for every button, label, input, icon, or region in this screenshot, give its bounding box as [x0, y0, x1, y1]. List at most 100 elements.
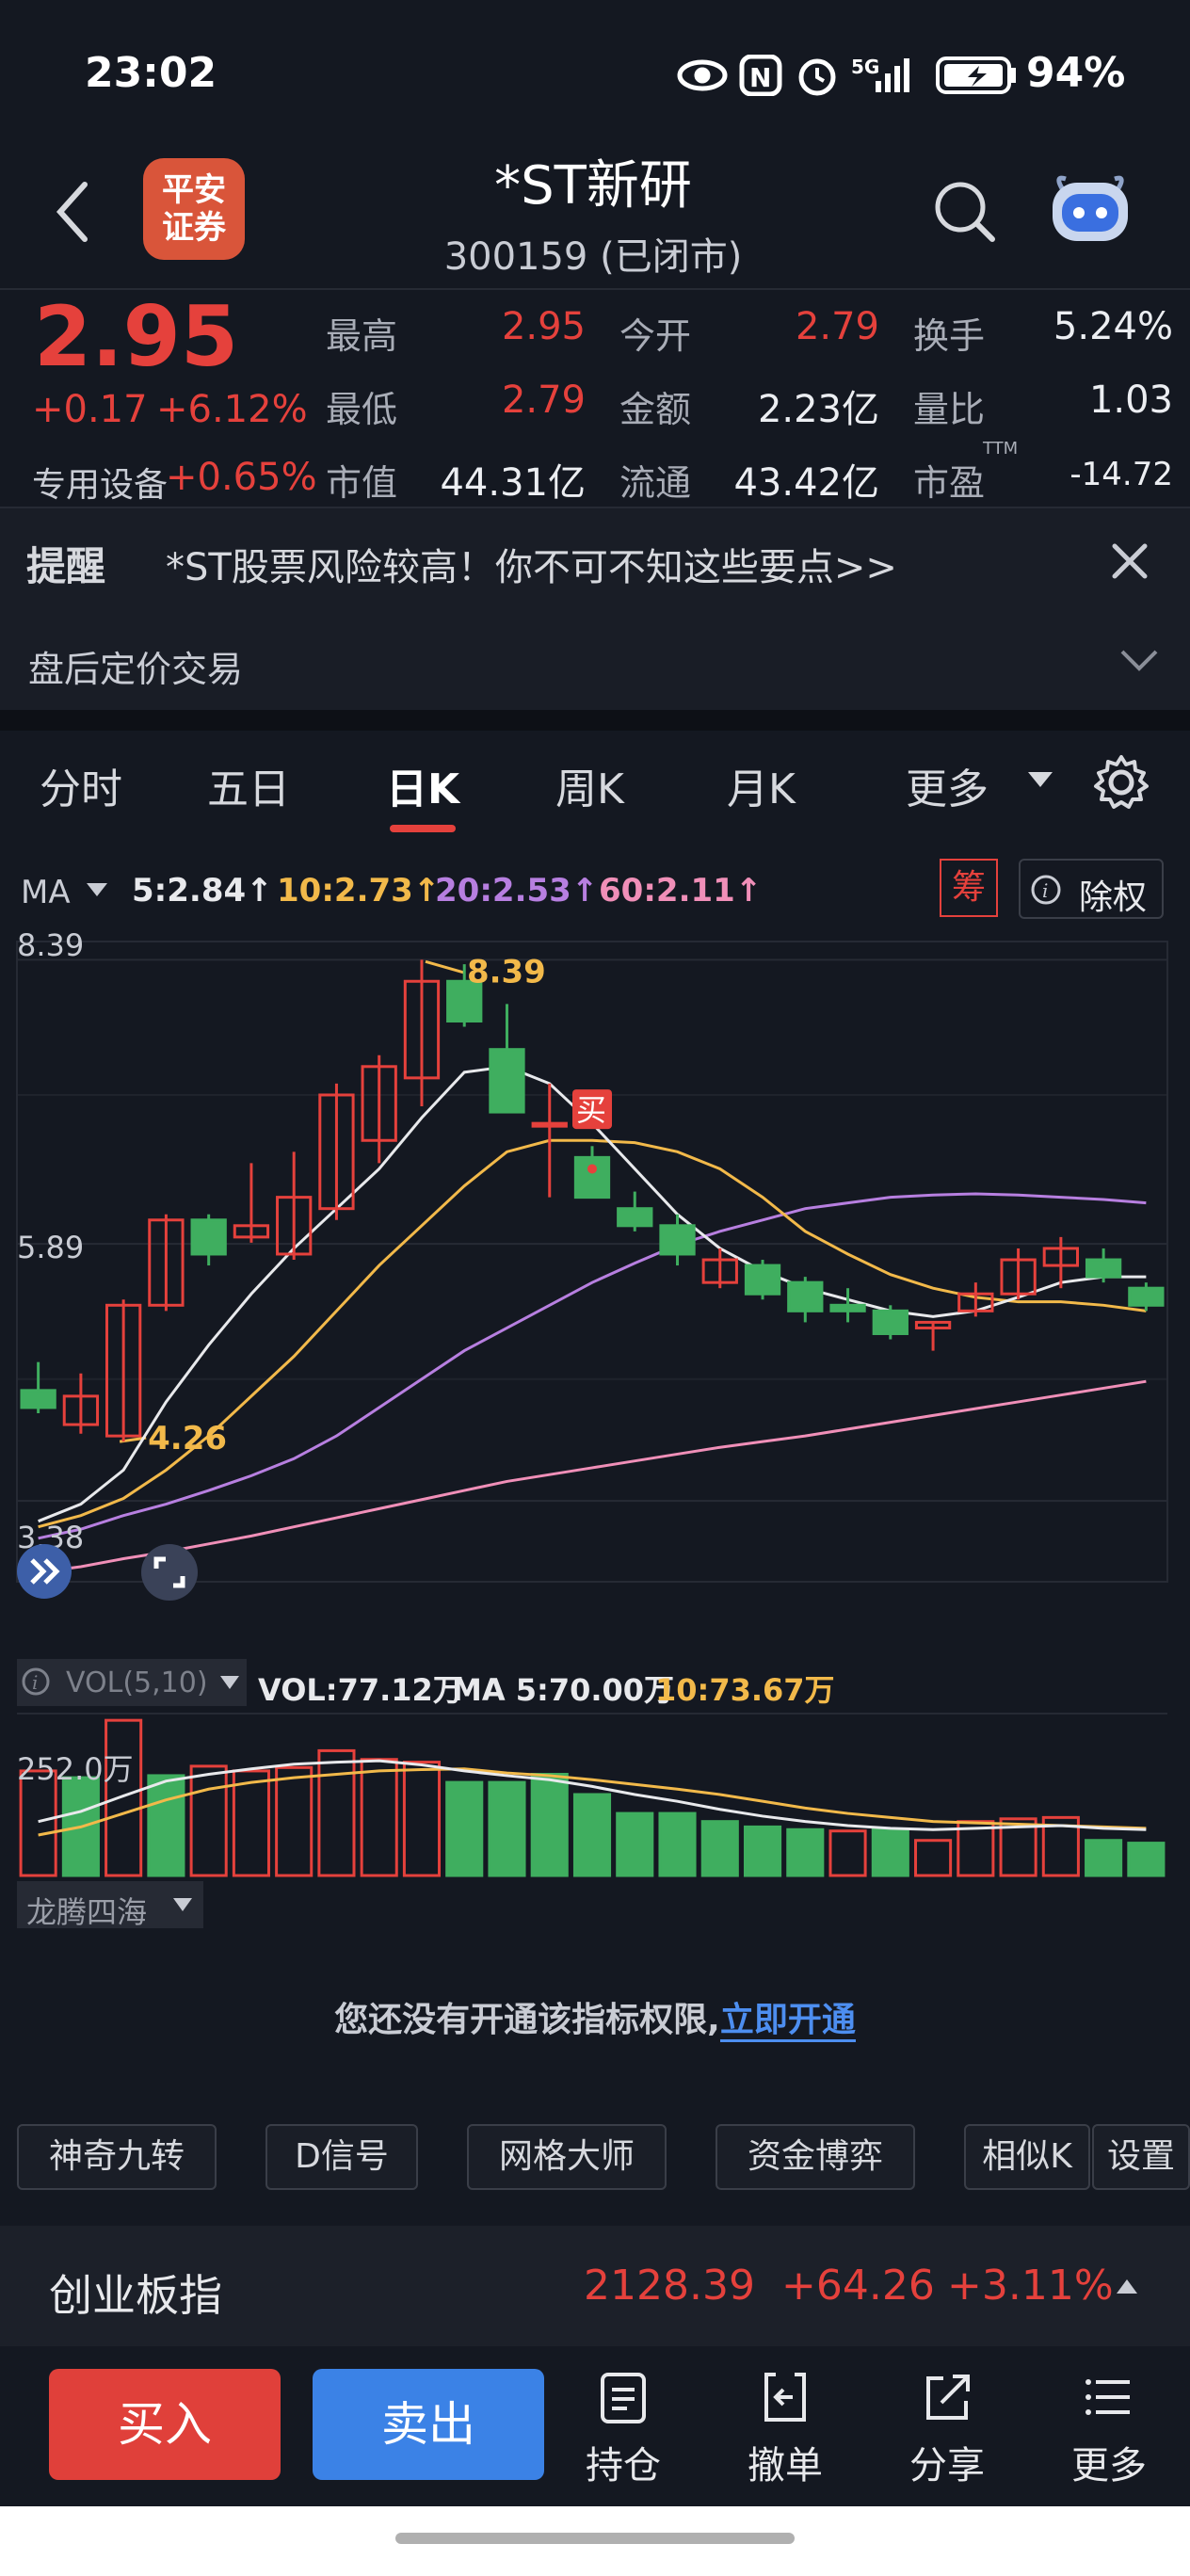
ma-label[interactable]: MA [21, 874, 71, 911]
lock-text: 您还没有开通该指标权限, [334, 2001, 720, 2039]
robot-assistant-icon[interactable] [1045, 168, 1135, 252]
chip-magic-nine[interactable]: 神奇九转 [17, 2124, 217, 2190]
candle-body [20, 1389, 56, 1409]
alarm-icon [798, 58, 836, 96]
quote-value-low: 2.79 [501, 378, 586, 422]
share-button[interactable]: 分享 [891, 2369, 1004, 2489]
close-icon[interactable] [1109, 540, 1150, 582]
tab-five-day[interactable]: 五日 [207, 765, 290, 813]
candle [1085, 1248, 1122, 1283]
stock-header [0, 141, 1190, 292]
price-tick-top: 8.39 [17, 932, 84, 963]
chip-similar-k[interactable]: 相似K [964, 2124, 1090, 2190]
high-pointer [425, 959, 466, 974]
broker-logo: 平安证券 [143, 158, 245, 260]
candle-body [872, 1309, 909, 1335]
ex-rights-button[interactable]: i 除权 [1019, 859, 1164, 919]
candle-body [148, 1218, 185, 1307]
index-change: +64.26 [781, 2262, 935, 2310]
holdings-button[interactable]: 持仓 [567, 2369, 680, 2489]
back-icon[interactable] [49, 179, 96, 245]
volume-bar [572, 1793, 612, 1877]
volume-chart[interactable]: 252.0万 [0, 1704, 1190, 1883]
stock-code-status: 300159 (已闭市) [443, 235, 743, 279]
candle [276, 1151, 313, 1261]
volume-bar [743, 1825, 782, 1877]
quote-label-turnover: 换手 [913, 315, 986, 357]
fullscreen-button[interactable] [141, 1544, 198, 1601]
volume-bar [189, 1764, 228, 1877]
indicator-lock-message: 您还没有开通该指标权限,立即开通 [0, 1992, 1190, 2042]
tab-monthly-k[interactable]: 月K [727, 765, 796, 813]
vol-ma10: 10:73.67万 [655, 1672, 835, 1708]
more-button[interactable]: 更多 [1053, 2369, 1166, 2489]
alert-banner[interactable]: 提醒 *ST股票风险较高！你不可不知这些要点>> [0, 508, 1190, 612]
candle-body [105, 1303, 142, 1438]
tab-weekly-k[interactable]: 周K [555, 765, 624, 813]
fullscreen-icon [153, 1556, 185, 1588]
alert-text[interactable]: *ST股票风险较高！你不可不知这些要点>> [166, 546, 897, 589]
candle-body [1042, 1247, 1080, 1267]
nfc-icon: N [739, 55, 782, 96]
home-indicator[interactable] [395, 2533, 795, 2544]
chip-fund-game[interactable]: 资金博弈 [716, 2124, 915, 2190]
tab-daily-k[interactable]: 日K [386, 765, 460, 813]
buy-button[interactable]: 买入 [49, 2369, 281, 2480]
candle [617, 1191, 653, 1232]
candle-body [1000, 1258, 1037, 1296]
info-icon: i [1031, 875, 1061, 905]
tab-intraday[interactable]: 分时 [40, 765, 122, 813]
candle [446, 964, 483, 1027]
ma-dropdown-icon[interactable] [85, 881, 109, 898]
chevron-down-icon[interactable] [1118, 646, 1160, 674]
volume-bar [445, 1780, 484, 1877]
candle-body [1128, 1286, 1165, 1307]
chart-frame [16, 941, 1168, 1583]
cancel-order-button[interactable]: 撤单 [729, 2369, 842, 2489]
sector-name[interactable]: 专用设备 [32, 466, 169, 505]
ma20-value: 20:2.53↑ [435, 872, 599, 910]
signal-icon [876, 58, 909, 92]
volume-bar [317, 1748, 356, 1877]
volume-bar [530, 1773, 569, 1877]
price-change-pct: +6.12% [156, 388, 308, 431]
candle [403, 959, 441, 1107]
caret-down-icon[interactable] [1026, 770, 1054, 791]
tab-more[interactable]: 更多 [906, 765, 989, 813]
battery-percent: 94% [1026, 49, 1126, 97]
indicator-selector[interactable]: 龙腾四海 [17, 1881, 203, 1930]
candle-body [787, 1280, 824, 1312]
candle-body [233, 1224, 270, 1239]
caret-up-icon [1117, 2279, 1137, 2294]
chip-d-signal[interactable]: D信号 [265, 2124, 418, 2190]
after-hours-row[interactable]: 盘后定价交易 [0, 612, 1190, 710]
unlock-link[interactable]: 立即开通 [719, 2001, 856, 2042]
search-icon[interactable] [932, 179, 998, 245]
candlestick-chart[interactable]: 8.39 5.89 3.38 8.39 4.26 买 2021/08/06 20… [0, 932, 1190, 1610]
sell-button[interactable]: 卖出 [313, 2369, 544, 2480]
volume-bar [1041, 1815, 1080, 1877]
volume-bar [700, 1820, 739, 1877]
chip-grid-master[interactable]: 网格大师 [467, 2124, 667, 2190]
quote-label-amount: 金额 [619, 389, 692, 430]
volume-bar [1085, 1839, 1123, 1877]
candle-body [829, 1303, 866, 1312]
expand-left-button[interactable] [17, 1544, 72, 1599]
low-annotation: 4.26 [148, 1420, 227, 1457]
volume-bar [786, 1827, 825, 1877]
settings-gear-icon[interactable] [1092, 753, 1150, 812]
stock-name: *ST新研 [494, 155, 692, 217]
svg-text:i: i [1042, 879, 1048, 902]
chip-distribution-button[interactable]: 筹 [940, 859, 998, 917]
volume-ma-lines [38, 1759, 1147, 1837]
chip-settings[interactable]: 设置 [1092, 2124, 1190, 2190]
volume-indicator-selector[interactable]: i VOL(5,10) [17, 1659, 247, 1706]
candle-body [744, 1264, 781, 1296]
volume-bar [105, 1718, 143, 1877]
candle-body [957, 1292, 994, 1312]
candle-body [318, 1093, 355, 1211]
candle [1000, 1248, 1037, 1300]
index-ticker-bar[interactable]: 创业板指 2128.39 +64.26 +3.11% [0, 2226, 1190, 2346]
vol-ma10-line [38, 1767, 1147, 1837]
quote-label-market-cap: 市值 [326, 462, 398, 504]
